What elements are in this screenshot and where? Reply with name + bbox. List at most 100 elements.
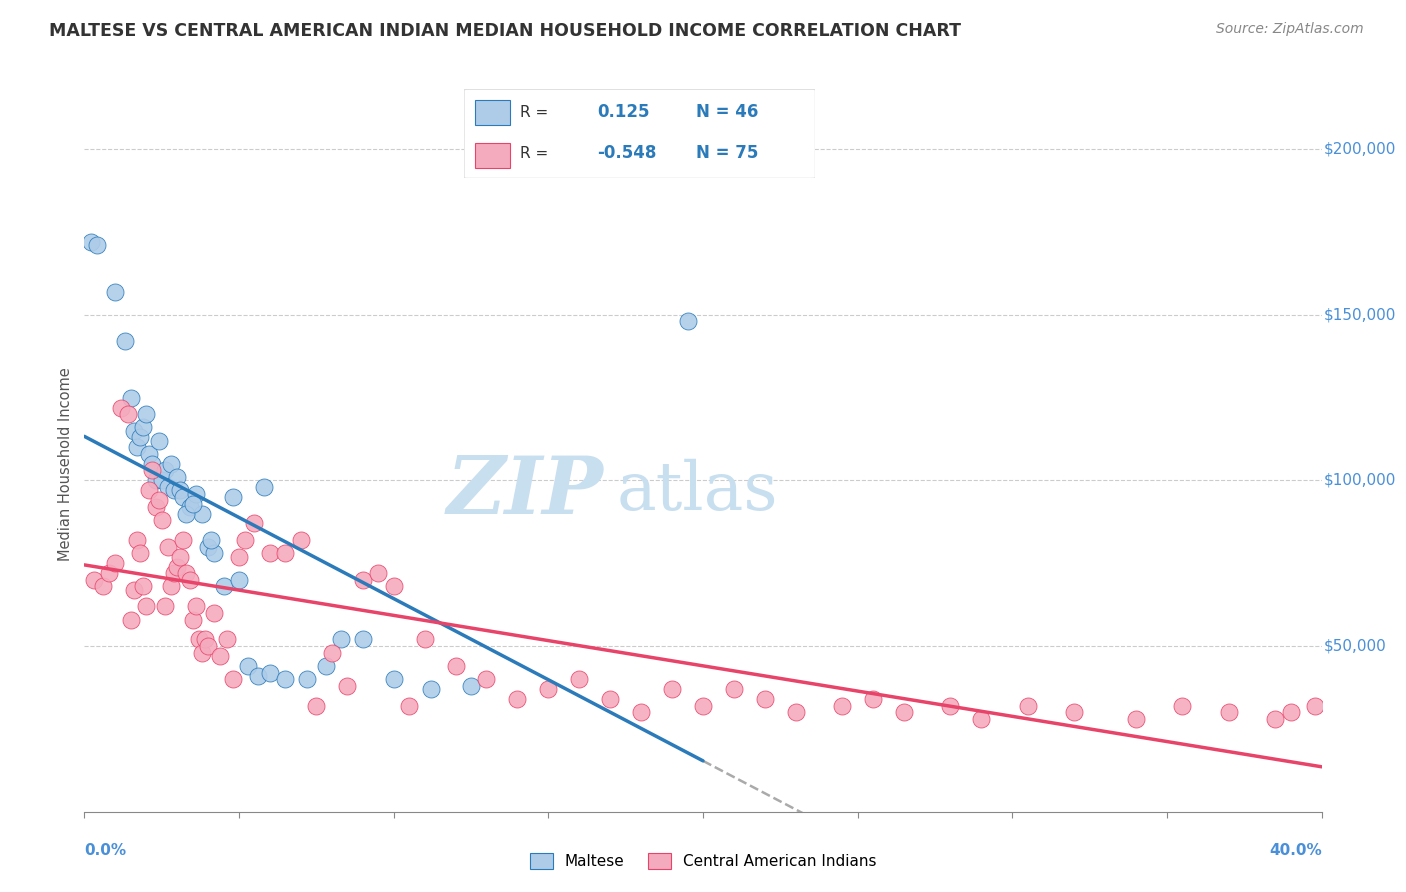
Text: MALTESE VS CENTRAL AMERICAN INDIAN MEDIAN HOUSEHOLD INCOME CORRELATION CHART: MALTESE VS CENTRAL AMERICAN INDIAN MEDIA… <box>49 22 962 40</box>
Point <box>352 632 374 647</box>
Point <box>184 599 207 614</box>
Text: atlas: atlas <box>616 459 778 524</box>
Text: $50,000: $50,000 <box>1324 639 1386 654</box>
Point <box>129 546 152 560</box>
Point <box>145 474 167 488</box>
Text: -0.548: -0.548 <box>598 145 657 162</box>
Point <box>754 692 776 706</box>
Point <box>939 698 962 713</box>
Point <box>676 314 699 328</box>
Point <box>330 632 353 647</box>
Point <box>1264 712 1286 726</box>
Point <box>187 632 209 647</box>
Point <box>253 480 276 494</box>
Point <box>246 669 269 683</box>
Point <box>79 235 101 249</box>
Point <box>315 659 337 673</box>
Text: N = 75: N = 75 <box>696 145 758 162</box>
Text: $200,000: $200,000 <box>1324 142 1396 157</box>
Point <box>181 497 204 511</box>
Point <box>91 579 114 593</box>
Point <box>831 698 853 713</box>
Point <box>1017 698 1039 713</box>
Text: Source: ZipAtlas.com: Source: ZipAtlas.com <box>1216 22 1364 37</box>
Point <box>160 457 183 471</box>
Point <box>122 582 145 597</box>
Point <box>141 457 163 471</box>
Point <box>163 566 186 581</box>
Point <box>893 706 915 720</box>
Point <box>274 546 297 560</box>
Point <box>209 648 232 663</box>
Point <box>132 420 155 434</box>
Point <box>194 632 217 647</box>
FancyBboxPatch shape <box>475 143 510 168</box>
Point <box>568 672 591 686</box>
Text: 0.125: 0.125 <box>598 103 650 121</box>
Point <box>1125 712 1147 726</box>
Point <box>367 566 389 581</box>
Point <box>321 646 343 660</box>
Point <box>129 430 152 444</box>
Point <box>141 463 163 477</box>
Point <box>166 470 188 484</box>
Point <box>125 533 148 547</box>
Point <box>172 533 194 547</box>
Point <box>163 483 186 498</box>
Point <box>200 533 222 547</box>
Point <box>135 407 157 421</box>
Point <box>153 599 176 614</box>
Point <box>382 579 405 593</box>
Point <box>176 507 198 521</box>
Point <box>238 659 260 673</box>
Point <box>723 682 745 697</box>
Point <box>104 556 127 570</box>
Point <box>125 440 148 454</box>
Point <box>179 500 201 514</box>
Point <box>413 632 436 647</box>
Point <box>110 401 132 415</box>
Point <box>444 659 467 673</box>
Point <box>191 507 214 521</box>
Point <box>122 424 145 438</box>
Point <box>537 682 560 697</box>
Point <box>114 334 136 349</box>
Point <box>181 613 204 627</box>
Point <box>274 672 297 686</box>
Point <box>419 682 441 697</box>
Point <box>120 391 142 405</box>
Text: $150,000: $150,000 <box>1324 307 1396 322</box>
Point <box>1279 706 1302 720</box>
Point <box>104 285 127 299</box>
Point <box>176 566 198 581</box>
Point <box>202 546 225 560</box>
Point <box>382 672 405 686</box>
Point <box>692 698 714 713</box>
Point <box>86 238 108 252</box>
Point <box>259 665 281 680</box>
Point <box>172 490 194 504</box>
Text: 0.0%: 0.0% <box>84 843 127 858</box>
Point <box>197 540 219 554</box>
FancyBboxPatch shape <box>464 89 815 178</box>
Point <box>145 500 167 514</box>
Point <box>233 533 256 547</box>
Point <box>179 573 201 587</box>
Point <box>305 698 328 713</box>
Point <box>222 672 245 686</box>
Point <box>1305 698 1327 713</box>
Point <box>83 573 105 587</box>
Point <box>398 698 420 713</box>
Text: $100,000: $100,000 <box>1324 473 1396 488</box>
Text: R =: R = <box>520 105 548 120</box>
Text: ZIP: ZIP <box>447 453 605 531</box>
Point <box>243 516 266 531</box>
Point <box>132 579 155 593</box>
Point <box>169 549 191 564</box>
Point <box>228 573 250 587</box>
Point <box>153 463 176 477</box>
Point <box>352 573 374 587</box>
Point <box>290 533 312 547</box>
Point <box>215 632 238 647</box>
Point <box>228 549 250 564</box>
